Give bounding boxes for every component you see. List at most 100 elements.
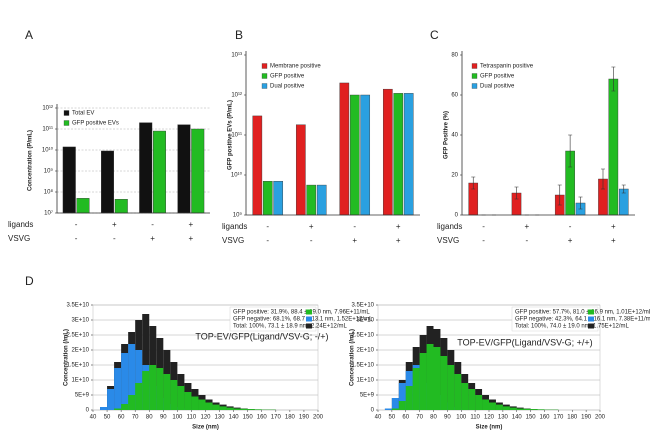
y-tick-label: 5E+9 [360,393,375,399]
x-tick-label: 70 [416,415,423,421]
legend-label: GFP positive: 31.9%, 88.4 ± 19.0 nm, 7.9… [233,310,370,316]
x-tick-label: 150 [243,415,254,421]
x-tick-label: 100 [456,415,467,421]
y-tick-label: 1.5E+10 [66,363,89,369]
y-tick-label: 10¹³ [231,53,242,59]
y-tick-label: 10¹² [231,93,242,99]
legend-swatch [261,83,268,89]
condition-value: - [266,236,269,245]
condition-value: - [526,236,529,245]
histogram-bar [509,407,517,410]
condition-value: - [482,222,485,231]
condition-name: VSVG [222,236,244,245]
y-tick-label: 10⁹ [44,168,54,175]
y-axis-label: GFP Positive (%) [444,111,450,159]
condition-value: - [151,220,154,229]
y-tick-label: 3.5E+10 [66,303,89,309]
legend-swatch [63,110,70,116]
legend-label: Dual positive [270,84,305,90]
condition-value: + [525,222,530,231]
bar [608,78,619,216]
histogram-bar [426,344,434,410]
condition-name: ligands [222,222,247,231]
bar [252,115,263,216]
histogram-bar [398,401,406,410]
histogram-bar [433,347,441,410]
axis [56,104,210,214]
y-tick-label: 0 [371,408,375,414]
histogram-bar [226,407,234,410]
x-tick-label: 160 [539,415,550,421]
condition-value: - [310,236,313,245]
histogram-bar [142,371,150,410]
histogram-bar [412,368,420,410]
histogram-bar [142,314,150,410]
histogram-bar [475,395,483,410]
x-tick-label: 60 [402,415,409,421]
condition-name: ligands [8,220,33,229]
condition-name: VSVG [437,236,459,245]
legend-label: Total EV [72,111,94,117]
histogram-bar [114,408,122,410]
y-tick-label: 10¹¹ [231,133,242,139]
histogram-bar [128,344,136,410]
legend-swatch [306,316,312,322]
axis [245,51,420,216]
bar [101,150,114,214]
condition-name: ligands [437,222,462,231]
condition-value: + [150,234,155,243]
histogram-bar [121,404,129,410]
x-tick-label: 150 [526,415,537,421]
histogram-bar [149,365,157,410]
histogram-bar [135,383,143,410]
histogram-bar [398,383,406,410]
y-tick-label: 1E+10 [71,378,89,384]
y-tick-label: 5E+9 [75,393,90,399]
bar [349,94,360,216]
histogram-bar [135,350,143,410]
x-tick-label: 110 [470,415,480,421]
condition-value: + [189,234,194,243]
y-tick-label: 2.5E+10 [351,333,374,339]
x-tick-label: 130 [215,415,226,421]
histogram-bar [391,398,399,410]
x-tick-label: 120 [484,415,495,421]
histogram-bar [454,374,462,410]
legend-label: GFP negative: 68.1%, 68.7 ± 13.1 nm, 1.5… [233,317,373,323]
histogram-bar [537,409,545,410]
bar [360,94,371,216]
condition-value: + [611,236,616,245]
error-bar [578,196,583,210]
x-tick-label: 170 [553,415,564,421]
condition-value: - [482,236,485,245]
condition-value: - [75,234,78,243]
histogram-bar [233,408,241,410]
legend-label: GFP negative: 42.3%, 64.1 ± 16.1 nm, 7.3… [515,317,650,323]
histogram-bar [100,407,108,410]
annotation: TOP-EV/GFP(Ligand/VSV-G; +/+) [457,337,592,347]
histogram-bar [419,353,427,410]
legend-label: Total: 100%, 73.1 ± 18.9 nm, 2.24E+12/mL [233,324,348,330]
histogram-bar [114,368,122,410]
legend-box [511,306,599,332]
y-axis-label: Concentration (/mL) [350,329,356,386]
legend-swatch [588,323,594,329]
annotation: TOP-EV/GFP(Ligand/VSV-G; -/+) [195,331,328,341]
x-tick-label: 100 [172,415,183,421]
condition-value: + [396,236,401,245]
condition-value: + [396,222,401,231]
y-tick-label: 10¹⁰ [42,147,54,154]
legend-swatch [471,73,478,79]
legend-label: Dual positive [480,84,515,90]
condition-value: + [309,222,314,231]
y-tick-label: 80 [451,53,458,59]
histogram-bar [482,399,489,410]
histogram-bar [391,408,399,410]
histogram-bar [447,365,455,410]
bar [153,130,166,214]
x-tick-label: 50 [104,415,111,421]
y-tick-label: 2E+10 [356,348,374,354]
x-tick-label: 70 [132,415,139,421]
y-tick-label: 0 [455,213,459,219]
histogram-bar [219,406,227,410]
